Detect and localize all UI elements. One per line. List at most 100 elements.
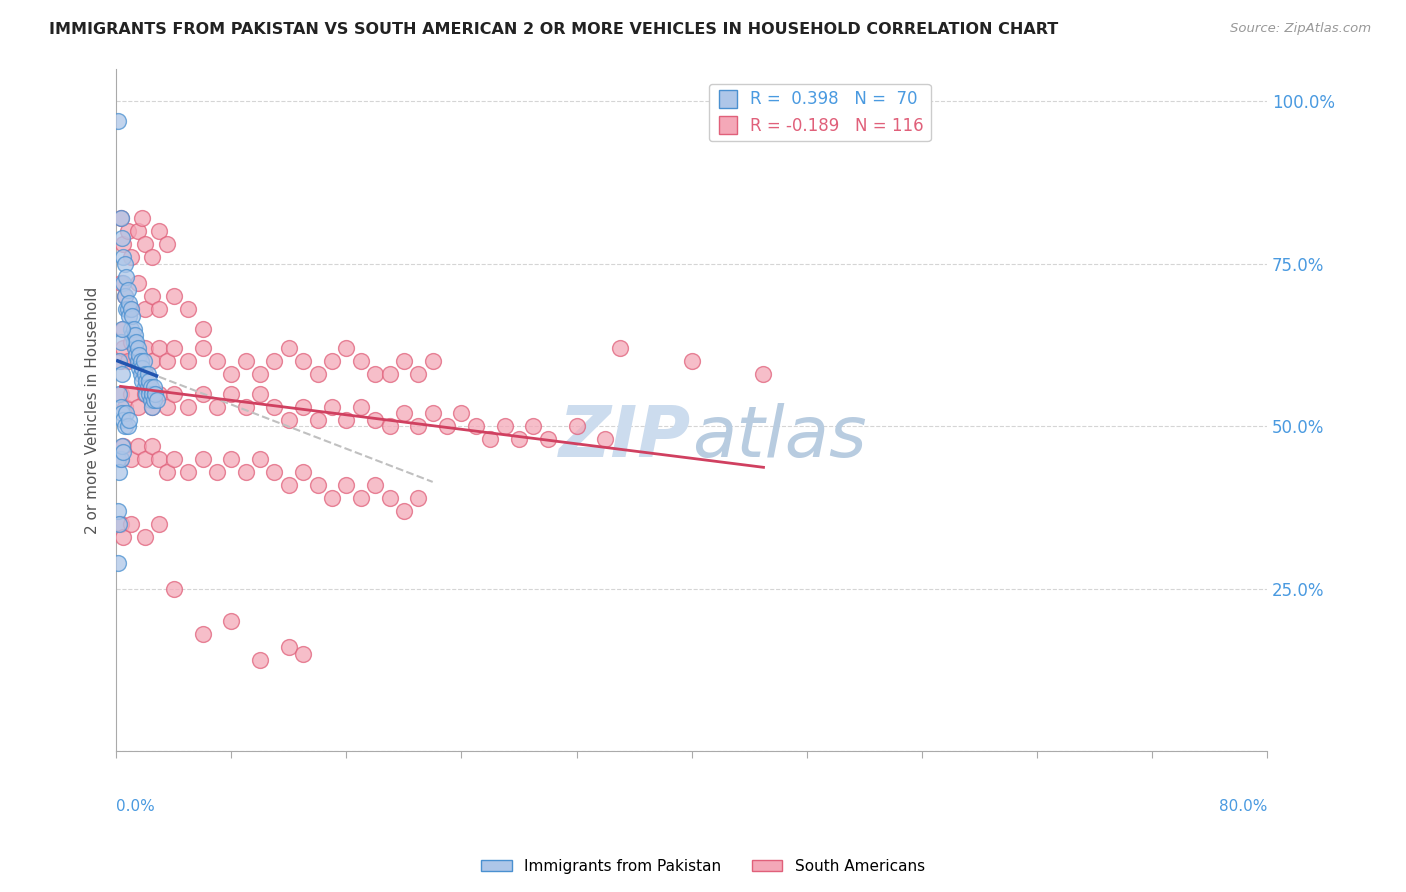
Point xyxy=(148,386,170,401)
Point xyxy=(110,211,132,226)
Point xyxy=(335,413,357,427)
Point xyxy=(117,354,139,368)
Point xyxy=(117,224,139,238)
Point xyxy=(191,627,214,641)
Point xyxy=(522,419,544,434)
Point xyxy=(141,289,163,303)
Point xyxy=(110,334,132,349)
Point xyxy=(110,276,132,290)
Point xyxy=(111,230,134,244)
Point xyxy=(141,386,163,401)
Point xyxy=(128,348,150,362)
Point xyxy=(249,653,271,667)
Point xyxy=(114,289,136,303)
Point xyxy=(108,516,131,531)
Point xyxy=(205,400,228,414)
Point xyxy=(112,413,135,427)
Point xyxy=(148,516,170,531)
Point xyxy=(120,451,142,466)
Point xyxy=(108,465,131,479)
Point xyxy=(120,386,142,401)
Point xyxy=(139,380,162,394)
Point xyxy=(111,368,134,382)
Point xyxy=(120,250,142,264)
Point xyxy=(537,432,560,446)
Point xyxy=(136,368,159,382)
Point xyxy=(112,439,135,453)
Point xyxy=(378,419,401,434)
Point xyxy=(191,451,214,466)
Text: Source: ZipAtlas.com: Source: ZipAtlas.com xyxy=(1230,22,1371,36)
Point xyxy=(127,276,149,290)
Point xyxy=(112,321,135,335)
Point xyxy=(111,321,134,335)
Point xyxy=(112,445,135,459)
Point xyxy=(177,354,200,368)
Point xyxy=(307,413,329,427)
Point xyxy=(115,406,138,420)
Point xyxy=(321,400,343,414)
Point xyxy=(108,354,131,368)
Point xyxy=(277,640,299,655)
Point xyxy=(138,374,160,388)
Point xyxy=(163,289,186,303)
Point xyxy=(110,451,132,466)
Point xyxy=(292,465,315,479)
Point xyxy=(307,477,329,491)
Point xyxy=(134,386,156,401)
Point xyxy=(112,250,135,264)
Point xyxy=(110,386,132,401)
Point xyxy=(131,374,153,388)
Point xyxy=(107,113,129,128)
Point xyxy=(135,374,157,388)
Point xyxy=(335,477,357,491)
Point xyxy=(141,439,163,453)
Point xyxy=(148,341,170,355)
Point xyxy=(132,354,155,368)
Point xyxy=(141,250,163,264)
Point xyxy=(263,465,285,479)
Point xyxy=(163,386,186,401)
Point xyxy=(125,348,148,362)
Point xyxy=(122,321,145,335)
Point xyxy=(115,302,138,317)
Point xyxy=(378,491,401,505)
Point xyxy=(335,341,357,355)
Point xyxy=(117,419,139,434)
Point xyxy=(122,334,145,349)
Point xyxy=(131,360,153,375)
Point xyxy=(129,354,152,368)
Point xyxy=(163,451,186,466)
Point xyxy=(277,341,299,355)
Point xyxy=(156,354,179,368)
Point xyxy=(135,386,157,401)
Point xyxy=(118,309,141,323)
Point xyxy=(107,504,129,518)
Point xyxy=(111,439,134,453)
Y-axis label: 2 or more Vehicles in Household: 2 or more Vehicles in Household xyxy=(86,286,100,533)
Point xyxy=(263,400,285,414)
Point xyxy=(127,224,149,238)
Point xyxy=(249,386,271,401)
Point xyxy=(156,237,179,252)
Point xyxy=(128,360,150,375)
Point xyxy=(138,386,160,401)
Point xyxy=(378,368,401,382)
Point xyxy=(565,419,588,434)
Point xyxy=(494,419,516,434)
Point xyxy=(117,302,139,317)
Point xyxy=(127,439,149,453)
Point xyxy=(408,368,430,382)
Point xyxy=(111,406,134,420)
Point xyxy=(235,354,257,368)
Point xyxy=(350,354,373,368)
Point xyxy=(321,354,343,368)
Point xyxy=(249,451,271,466)
Text: IMMIGRANTS FROM PAKISTAN VS SOUTH AMERICAN 2 OR MORE VEHICLES IN HOUSEHOLD CORRE: IMMIGRANTS FROM PAKISTAN VS SOUTH AMERIC… xyxy=(49,22,1059,37)
Point xyxy=(292,354,315,368)
Point xyxy=(118,413,141,427)
Point xyxy=(156,465,179,479)
Point xyxy=(124,328,146,343)
Text: 0.0%: 0.0% xyxy=(117,799,155,814)
Point xyxy=(121,309,143,323)
